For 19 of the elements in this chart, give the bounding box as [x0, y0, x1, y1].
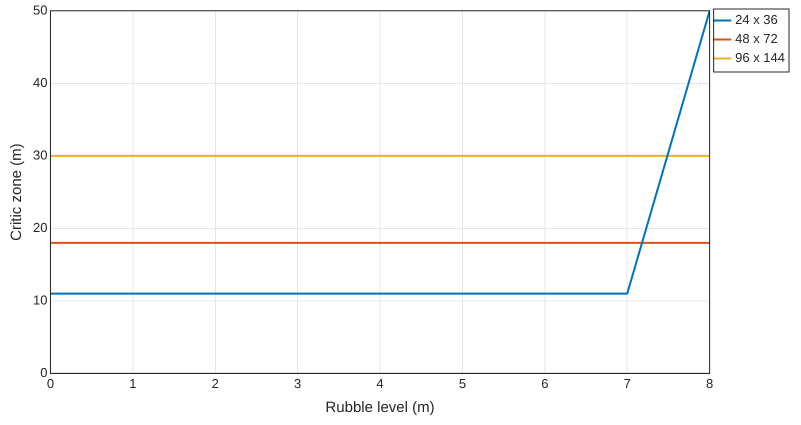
x-tick-label: 4: [376, 376, 384, 391]
y-tick-label: 0: [40, 364, 48, 380]
x-axis-title: Rubble level (m): [325, 399, 435, 416]
y-tick-label: 40: [32, 74, 48, 90]
x-tick-label: 3: [294, 376, 302, 391]
y-tick-label: 50: [32, 2, 48, 18]
y-tick-label: 20: [32, 220, 48, 235]
x-tick-label: 6: [541, 376, 548, 391]
legend-label: 48 x 72: [735, 31, 778, 46]
x-tick-label: 2: [212, 376, 219, 391]
legend-label: 24 x 36: [735, 12, 778, 28]
y-axis-title: Critic zone (m): [8, 143, 26, 241]
y-tick-label: 10: [32, 292, 48, 308]
legend-label: 96 x 144: [735, 50, 785, 66]
x-tick-label: 7: [624, 376, 631, 391]
x-tick-label: 1: [129, 376, 136, 391]
x-tick-label: 5: [458, 376, 466, 391]
y-tick-label: 30: [32, 147, 48, 162]
x-tick-label: 8: [706, 376, 714, 391]
